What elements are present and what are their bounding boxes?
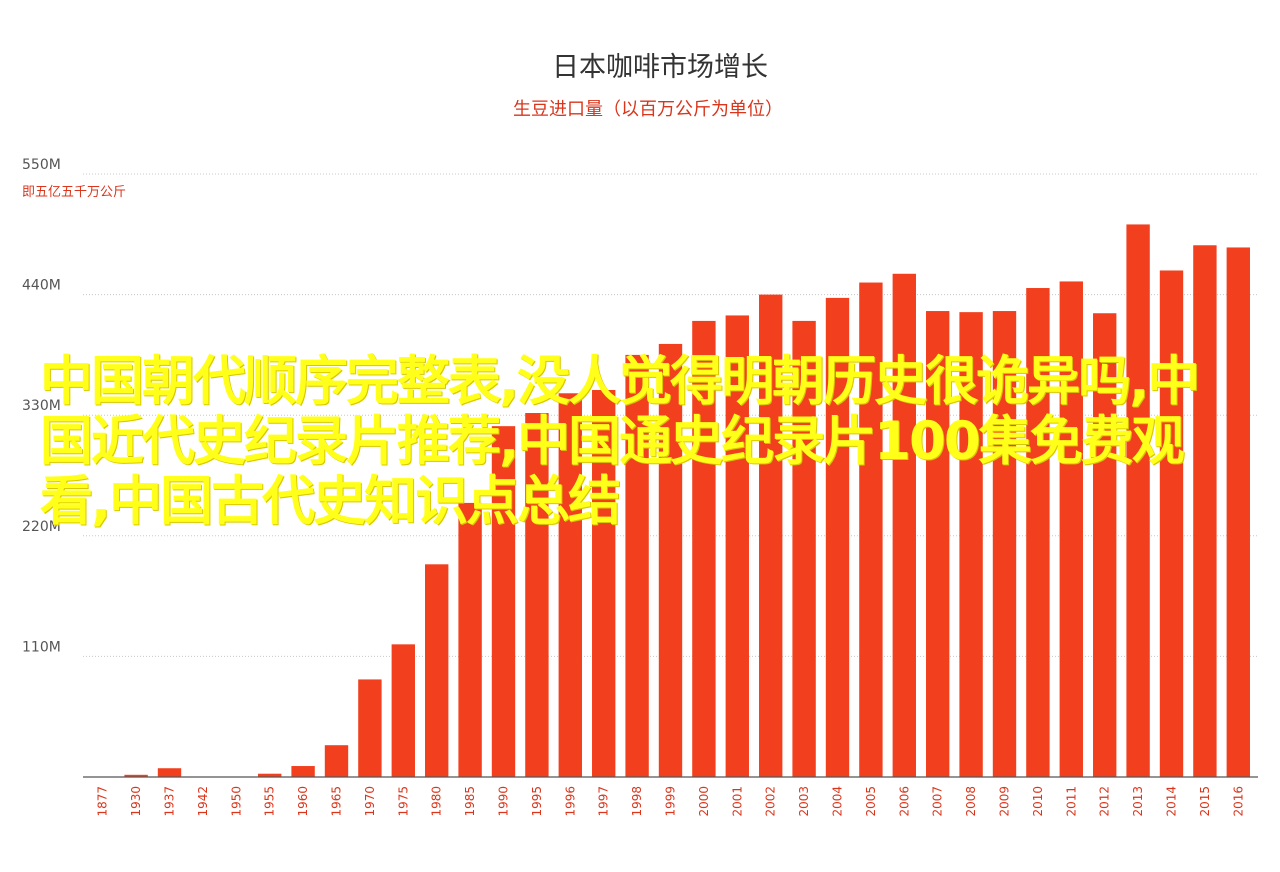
x-tick-label: 2015 — [1198, 786, 1212, 817]
bar-1980 — [425, 564, 449, 777]
x-tick-label: 2000 — [697, 786, 711, 817]
y-tick-label: 550M — [22, 157, 61, 173]
bar-1955 — [258, 773, 282, 777]
x-tick-label: 2012 — [1098, 786, 1112, 817]
bar-2001 — [725, 315, 749, 777]
x-tick-label: 2016 — [1231, 786, 1245, 817]
bar-2004 — [825, 297, 850, 777]
x-tick-label: 2006 — [897, 786, 911, 817]
bar-2007 — [926, 311, 950, 777]
grid-lines — [83, 173, 1258, 657]
bar-2010 — [1026, 288, 1050, 777]
bar-1997 — [592, 389, 616, 777]
bar-1990 — [491, 426, 516, 777]
x-tick-label: 1990 — [497, 786, 511, 817]
bar-1970 — [358, 679, 382, 777]
bar-1985 — [458, 502, 482, 777]
bar-2002 — [759, 294, 783, 777]
bar-1960 — [291, 766, 315, 777]
y-tick-label: 330M — [22, 398, 61, 414]
x-tick-label: 1937 — [163, 786, 177, 817]
x-tick-label: 1980 — [430, 786, 444, 817]
bar-2000 — [692, 320, 716, 777]
x-tick-label: 1930 — [129, 786, 143, 817]
chart-subtitle: 生豆进口量（以百万公斤为单位） — [513, 99, 783, 120]
bar-2009 — [992, 311, 1017, 777]
bar-2006 — [892, 273, 916, 777]
bar-2014 — [1159, 270, 1184, 777]
bar-2011 — [1059, 281, 1083, 777]
bar-1996 — [558, 393, 582, 777]
y-tick-label: 440M — [22, 278, 61, 294]
chart-title: 日本咖啡市场增长 — [552, 52, 768, 83]
bar-1937 — [157, 768, 182, 777]
bar-2008 — [959, 312, 983, 777]
bar-2012 — [1093, 313, 1117, 777]
x-tick-label: 1877 — [96, 786, 110, 817]
x-tick-label: 2013 — [1131, 786, 1145, 817]
x-tick-label: 2014 — [1165, 786, 1179, 817]
bars — [124, 224, 1250, 777]
x-tick-label: 2007 — [931, 786, 945, 817]
bar-1999 — [658, 343, 683, 777]
y-axis-ticks: 550M 440M 330M 220M 110M — [22, 157, 61, 655]
x-tick-label: 1996 — [563, 786, 577, 817]
y-tick-label: 110M — [22, 639, 61, 655]
x-tick-label: 1950 — [229, 786, 243, 817]
x-tick-label: 2010 — [1031, 786, 1045, 817]
bar-2003 — [792, 320, 816, 777]
x-tick-label: 2003 — [797, 786, 811, 817]
x-tick-label: 2002 — [764, 786, 778, 817]
bar-2005 — [859, 282, 883, 777]
x-tick-label: 1970 — [363, 786, 377, 817]
bar-1965 — [324, 745, 349, 777]
x-tick-label: 1995 — [530, 786, 544, 817]
bar-1930 — [124, 774, 148, 777]
bar-2013 — [1126, 224, 1150, 777]
x-tick-label: 1960 — [296, 786, 310, 817]
x-tick-label: 1998 — [630, 786, 644, 817]
x-tick-label: 2004 — [831, 786, 845, 817]
x-tick-label: 2009 — [998, 786, 1012, 817]
x-tick-label: 2005 — [864, 786, 878, 817]
x-tick-label: 2001 — [730, 786, 744, 817]
bar-1998 — [625, 354, 649, 777]
y-axis-note: 即五亿五千万公斤 — [22, 185, 126, 200]
bar-2015 — [1193, 245, 1217, 777]
x-tick-label: 1942 — [196, 786, 210, 817]
x-tick-label: 1999 — [664, 786, 678, 817]
y-tick-label: 220M — [22, 519, 61, 535]
overlay-caption: 中国朝代顺序完整表,没人觉得明朝历史很诡异吗,中国近代史纪录片推荐,中国通史纪录… — [40, 351, 1200, 532]
x-tick-label: 1975 — [396, 786, 410, 817]
x-tick-label: 2008 — [964, 786, 978, 817]
x-axis-ticks: 1877 1930 1937 1942 1950 1955 1960 1965 1970 1975… — [96, 786, 1246, 817]
x-tick-label: 1985 — [463, 786, 477, 817]
bar-1975 — [391, 644, 415, 777]
bar-1995 — [525, 413, 549, 777]
x-tick-label: 1997 — [597, 786, 611, 817]
x-tick-label: 2011 — [1064, 786, 1078, 817]
x-tick-label: 1965 — [330, 786, 344, 817]
x-tick-label: 1955 — [263, 786, 277, 817]
bar-2016 — [1226, 247, 1250, 777]
